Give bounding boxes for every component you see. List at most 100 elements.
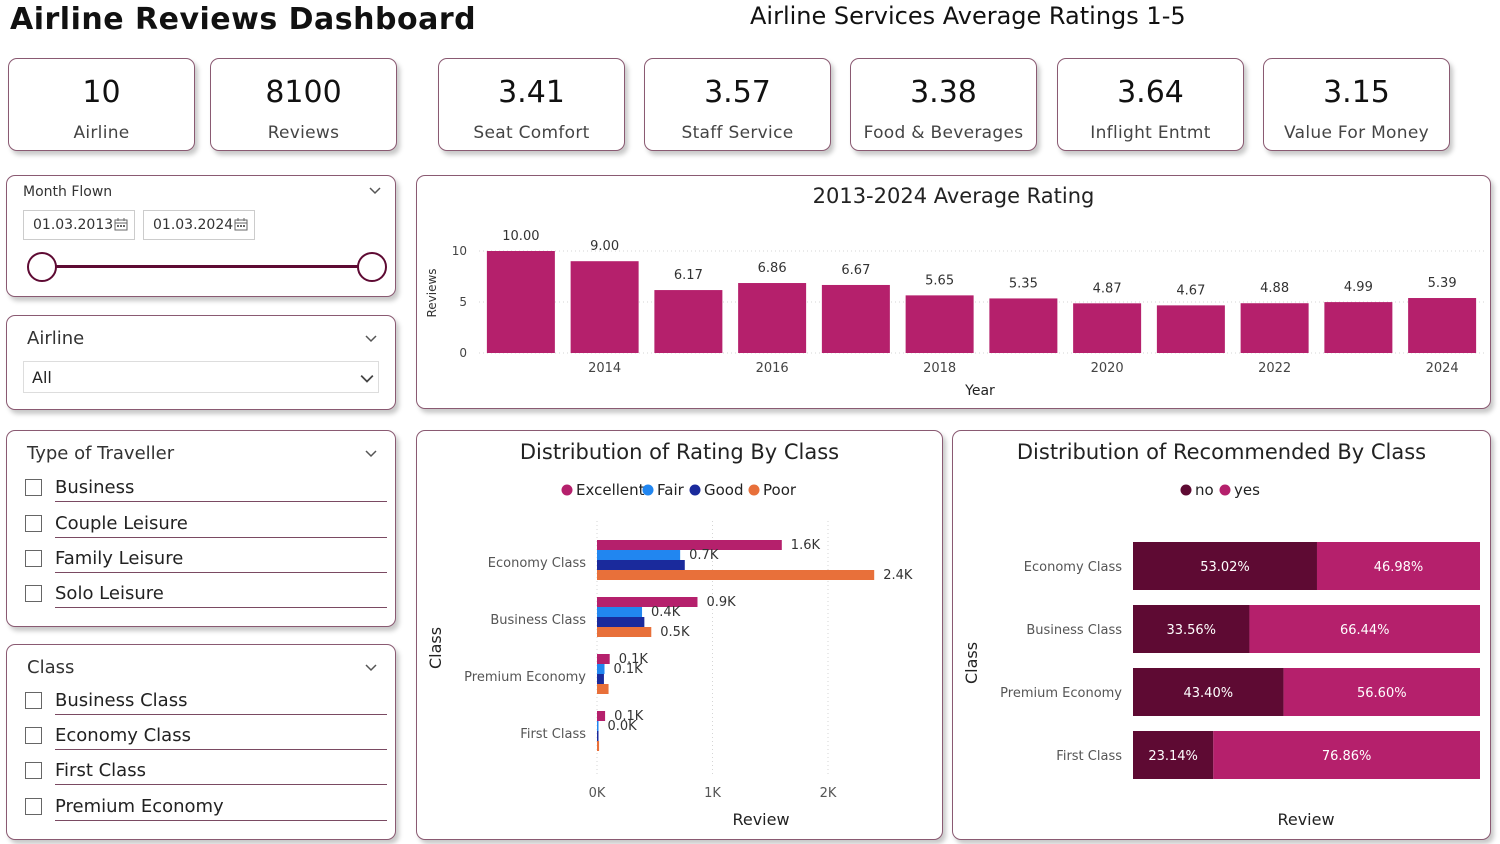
- bar: [597, 570, 875, 580]
- airline-dropdown[interactable]: All: [23, 361, 379, 393]
- checkbox[interactable]: [25, 515, 42, 532]
- option-label: Business: [55, 477, 135, 498]
- category-label: Business Class: [1026, 623, 1122, 638]
- chevron-down-icon[interactable]: [365, 447, 377, 459]
- y-tick-label: 10: [452, 244, 467, 258]
- data-label: 0.1K: [614, 709, 644, 724]
- x-tick-label: 0K: [589, 786, 606, 801]
- chevron-down-icon[interactable]: [360, 371, 374, 385]
- legend-marker: [748, 484, 760, 496]
- bar: [597, 560, 685, 570]
- legend-label: yes: [1234, 481, 1260, 499]
- checkbox[interactable]: [25, 727, 42, 744]
- calendar-icon[interactable]: [234, 218, 248, 231]
- chevron-down-icon[interactable]: [369, 184, 381, 196]
- legend-marker: [642, 484, 654, 496]
- category-label: Economy Class: [488, 556, 586, 571]
- range-start-handle[interactable]: [27, 252, 57, 282]
- date-range-track[interactable]: [41, 265, 371, 268]
- chart-title: Distribution of Rating By Class: [519, 440, 840, 464]
- x-axis-label: Review: [732, 810, 789, 829]
- data-label: 0.1K: [614, 662, 644, 677]
- range-end-handle[interactable]: [357, 252, 387, 282]
- bar: [597, 741, 600, 751]
- kpi-value: 3.41: [498, 75, 565, 110]
- checkbox[interactable]: [25, 692, 42, 709]
- data-label: 5.35: [1009, 276, 1038, 291]
- kpi-label: Value For Money: [1284, 123, 1429, 143]
- class-option-first-class[interactable]: First Class: [25, 760, 387, 786]
- bar: [1213, 731, 1480, 779]
- checkbox[interactable]: [25, 550, 42, 567]
- month-flown-slicer: Month Flown 01.03.2013 01.03.2024: [6, 175, 396, 297]
- chart-title: 2013-2024 Average Rating: [812, 184, 1095, 208]
- legend-label: Fair: [657, 481, 685, 499]
- kpi-label: Seat Comfort: [473, 123, 590, 143]
- y-axis-label: Class: [962, 642, 981, 684]
- chevron-down-icon[interactable]: [365, 661, 377, 673]
- class-option-business-class[interactable]: Business Class: [25, 690, 387, 716]
- slicer-title: Airline: [27, 328, 85, 349]
- kpi-card-seat-comfort: 3.41 Seat Comfort: [438, 58, 625, 151]
- data-label: 0.1K: [619, 652, 649, 667]
- category-label: First Class: [520, 727, 586, 742]
- x-tick-label: 2K: [820, 786, 837, 801]
- divider: [55, 820, 387, 821]
- start-date-input[interactable]: 01.03.2013: [23, 210, 135, 240]
- kpi-label: Reviews: [267, 123, 340, 143]
- services-ratings-title: Airline Services Average Ratings 1-5: [750, 2, 1186, 30]
- kpi-label: Airline: [73, 123, 130, 143]
- kpi-card-reviews: 8100 Reviews: [210, 58, 397, 151]
- data-label: 53.02%: [1200, 560, 1250, 575]
- traveller-option-business[interactable]: Business: [25, 477, 387, 503]
- end-date-value: 01.03.2024: [153, 217, 234, 233]
- kpi-label: Food & Beverages: [863, 123, 1024, 143]
- calendar-icon[interactable]: [114, 218, 128, 231]
- class-option-economy-class[interactable]: Economy Class: [25, 725, 387, 751]
- checkbox[interactable]: [25, 585, 42, 602]
- checkbox[interactable]: [25, 762, 42, 779]
- rating-distribution-chart: Excellent Fair Good Poor 0K 1K 2K Economy Class…: [426, 481, 913, 829]
- data-label: 0.5K: [660, 625, 690, 640]
- bar: [597, 540, 782, 550]
- recommended-distribution-chart-card: Distribution of Recommended By Class no y…: [952, 430, 1491, 840]
- traveller-option-couple-leisure[interactable]: Couple Leisure: [25, 513, 387, 539]
- data-label: 4.99: [1344, 280, 1373, 295]
- traveller-option-solo-leisure[interactable]: Solo Leisure: [25, 583, 387, 609]
- bar: [821, 284, 890, 353]
- y-axis-label: Class: [426, 627, 445, 669]
- checkbox[interactable]: [25, 479, 42, 496]
- bar: [1283, 668, 1480, 716]
- data-label: 0.4K: [651, 605, 681, 620]
- data-label: 5.39: [1428, 276, 1457, 291]
- kpi-value: 3.57: [704, 75, 771, 110]
- legend-label: no: [1195, 481, 1214, 499]
- dashboard-title: Airline Reviews Dashboard: [10, 2, 477, 37]
- kpi-value: 3.38: [910, 75, 977, 110]
- traveller-option-family-leisure[interactable]: Family Leisure: [25, 548, 387, 574]
- bar: [1408, 298, 1477, 353]
- category-label: Business Class: [490, 613, 586, 628]
- checkbox[interactable]: [25, 798, 42, 815]
- divider: [55, 784, 387, 785]
- airline-slicer: Airline All: [6, 315, 396, 410]
- data-label: 6.86: [758, 261, 787, 276]
- data-label: 46.98%: [1374, 560, 1424, 575]
- yearly-rating-chart-card: 2013-2024 Average Rating 0 5 10 10.00 9.00 6.…: [416, 175, 1491, 409]
- bar: [570, 261, 639, 353]
- kpi-value: 8100: [265, 75, 342, 110]
- class-slicer: Class Business Class Economy Class First…: [6, 644, 396, 840]
- bar: [597, 711, 606, 721]
- end-date-input[interactable]: 01.03.2024: [143, 210, 255, 240]
- bar: [905, 295, 974, 353]
- y-tick-label: 0: [459, 346, 467, 360]
- bar: [597, 550, 681, 560]
- chart-title: Distribution of Recommended By Class: [1016, 440, 1427, 464]
- divider: [55, 572, 387, 573]
- class-option-premium-economy[interactable]: Premium Economy: [25, 796, 387, 822]
- x-axis-label: Review: [1277, 810, 1334, 829]
- rating-distribution-chart-card: Distribution of Rating By Class Excellen…: [416, 430, 943, 840]
- chevron-down-icon[interactable]: [365, 332, 377, 344]
- bar: [597, 597, 698, 607]
- bar: [1133, 542, 1317, 590]
